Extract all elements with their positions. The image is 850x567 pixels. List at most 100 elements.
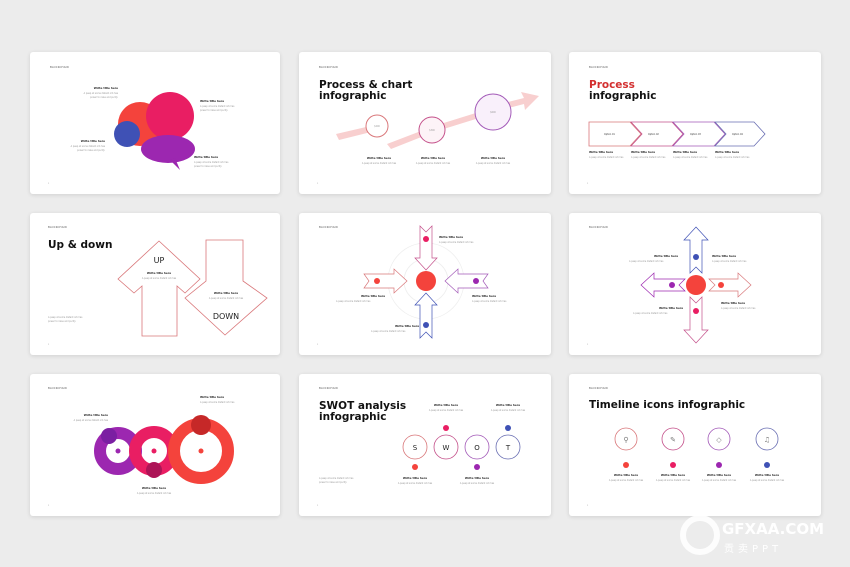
svg-text:BLOCKCHAIN: BLOCKCHAIN bbox=[589, 225, 608, 229]
slide-converge[interactable]: BLOCKCHAIN Write title here A peep at som… bbox=[299, 213, 551, 355]
watermark-logo: GFXAA.COM 贡卖PPT bbox=[680, 515, 824, 555]
slide-title: Timeline icons infographic bbox=[589, 399, 745, 411]
svg-text:A peep at some distant orb has: A peep at some distant orb has bbox=[633, 312, 668, 315]
svg-text:A peep at some distant orb has: A peep at some distant orb has bbox=[200, 401, 235, 404]
svg-text:BLOCKCHAIN: BLOCKCHAIN bbox=[589, 65, 608, 69]
option-4: Option 04 bbox=[732, 133, 743, 136]
svg-text:Write title here: Write title here bbox=[403, 476, 427, 480]
heading-3: Write title here bbox=[200, 99, 224, 103]
slide-cycle[interactable]: BLOCKCHAIN Write title here A peep at som… bbox=[30, 374, 280, 516]
svg-text:A peep at some distant orb has: A peep at some distant orb has bbox=[362, 162, 397, 165]
svg-text:A peep at some distant orb has: A peep at some distant orb has bbox=[609, 479, 644, 482]
svg-text:Write title here: Write title here bbox=[395, 324, 419, 328]
svg-text:A peep at some distant orb has: A peep at some distant orb has bbox=[48, 316, 83, 319]
converge-infographic: BLOCKCHAIN Write title here A peep at som… bbox=[317, 225, 507, 346]
svg-text:GFXAA.COM: GFXAA.COM bbox=[722, 520, 824, 538]
up-down-infographic: BLOCKCHAIN Up & down UP Write title here… bbox=[48, 225, 268, 346]
svg-text:BLOCKCHAIN: BLOCKCHAIN bbox=[319, 225, 338, 229]
slide-up-down[interactable]: BLOCKCHAIN Up & down UP Write title here… bbox=[30, 213, 280, 355]
value-label: $200 bbox=[374, 125, 380, 128]
svg-text:1: 1 bbox=[587, 183, 589, 185]
slide-title: SWOT analysis bbox=[319, 400, 406, 412]
option-2: Option 02 bbox=[648, 133, 659, 136]
svg-text:BLOCKCHAIN: BLOCKCHAIN bbox=[48, 386, 67, 390]
svg-text:BLOCKCHAIN: BLOCKCHAIN bbox=[589, 386, 608, 390]
svg-text:Write title here: Write title here bbox=[721, 301, 745, 305]
svg-text:Write title here: Write title here bbox=[142, 486, 166, 490]
pencil-icon bbox=[191, 415, 211, 435]
brain-lobe-purple bbox=[141, 135, 195, 163]
svg-text:贡卖PPT: 贡卖PPT bbox=[724, 543, 782, 555]
slide-title: Process & chart bbox=[319, 79, 412, 91]
svg-text:Write title here: Write title here bbox=[84, 413, 108, 417]
svg-text:A peep at some distant orb has: A peep at some distant orb has bbox=[84, 92, 119, 95]
svg-text:BLOCKCHAIN: BLOCKCHAIN bbox=[48, 225, 67, 229]
slide-process-chart[interactable]: BLOCKCHAIN Process & chart infographic $… bbox=[299, 52, 551, 194]
svg-text:A peep at some distant orb has: A peep at some distant orb has bbox=[416, 162, 451, 165]
slide-title: Up & down bbox=[48, 239, 112, 251]
svg-text:Write title here: Write title here bbox=[200, 395, 224, 399]
svg-text:Write title here: Write title here bbox=[367, 156, 391, 160]
brain-lobe-pink bbox=[146, 92, 194, 140]
slide-timeline[interactable]: BLOCKCHAIN Timeline icons infographic ⚲ ✎… bbox=[569, 374, 821, 516]
svg-text:A peep at some distant orb has: A peep at some distant orb has bbox=[491, 409, 526, 412]
svg-text:A peep at some distant orb has: A peep at some distant orb has bbox=[398, 482, 433, 485]
svg-text:power to raise and purify.: power to raise and purify. bbox=[90, 96, 118, 99]
swot-t: T bbox=[505, 444, 511, 452]
svg-text:Write title here: Write title here bbox=[481, 156, 505, 160]
svg-text:⚲: ⚲ bbox=[623, 436, 628, 444]
svg-text:A peep at some distant orb has: A peep at some distant orb has bbox=[702, 479, 737, 482]
svg-text:Write title here: Write title here bbox=[434, 403, 458, 407]
svg-text:A peep at some distant orb has: A peep at some distant orb has bbox=[750, 479, 785, 482]
svg-text:A peep at some distant orb has: A peep at some distant orb has bbox=[631, 156, 666, 159]
slide-process[interactable]: BLOCKCHAIN Process infographic Option 01… bbox=[569, 52, 821, 194]
heading-4: Write title here bbox=[194, 155, 218, 159]
slide-diverge[interactable]: BLOCKCHAIN Write title here A peep at som… bbox=[569, 213, 821, 355]
svg-text:Write title here: Write title here bbox=[421, 156, 445, 160]
lungs-icon bbox=[614, 427, 638, 451]
svg-text:infographic: infographic bbox=[319, 90, 386, 102]
swot-infographic: BLOCKCHAIN SWOT analysis infographic S W… bbox=[317, 386, 526, 507]
svg-text:Write title here: Write title here bbox=[707, 473, 731, 477]
svg-text:A peep at some distant orb has: A peep at some distant orb has bbox=[472, 300, 507, 303]
svg-text:Write title here: Write title here bbox=[472, 294, 496, 298]
svg-text:1: 1 bbox=[587, 344, 589, 346]
process-chart-infographic: BLOCKCHAIN Process & chart infographic $… bbox=[317, 65, 539, 185]
swot-s: S bbox=[413, 444, 418, 452]
slide-brain[interactable]: BLOCKCHAIN Write title here A peep at so… bbox=[30, 52, 280, 194]
svg-text:A peep at some distant orb has: A peep at some distant orb has bbox=[74, 419, 109, 422]
svg-text:A peep at some distant orb has: A peep at some distant orb has bbox=[712, 260, 747, 263]
cycle-infographic: BLOCKCHAIN Write title here A peep at som… bbox=[48, 386, 235, 507]
svg-text:✎: ✎ bbox=[670, 436, 676, 444]
svg-text:UP: UP bbox=[154, 256, 165, 265]
bell-icon bbox=[755, 427, 779, 451]
svg-text:Write title here: Write title here bbox=[661, 473, 685, 477]
svg-text:Write title here: Write title here bbox=[755, 473, 779, 477]
svg-text:1: 1 bbox=[317, 344, 319, 346]
diverge-infographic: BLOCKCHAIN Write title here A peep at som… bbox=[587, 225, 756, 346]
svg-text:1: 1 bbox=[317, 505, 319, 507]
option-3: Option 03 bbox=[690, 133, 701, 136]
svg-text:A peep at some distant orb has: A peep at some distant orb has bbox=[721, 307, 756, 310]
lungs-icon bbox=[686, 275, 706, 295]
svg-text:♫: ♫ bbox=[764, 436, 770, 444]
diamond-icon bbox=[416, 271, 436, 291]
svg-text:1: 1 bbox=[317, 183, 319, 185]
svg-text:Write title here: Write title here bbox=[465, 476, 489, 480]
svg-text:power to raise and purify.: power to raise and purify. bbox=[77, 149, 105, 152]
svg-text:Write title here: Write title here bbox=[715, 150, 739, 154]
svg-text:A peep at some distant orb has: A peep at some distant orb has bbox=[142, 277, 177, 280]
svg-text:A peep at some distant orb has: A peep at some distant orb has bbox=[715, 156, 750, 159]
svg-text:Write title here: Write title here bbox=[631, 150, 655, 154]
timeline-infographic: BLOCKCHAIN Timeline icons infographic ⚲ ✎… bbox=[587, 386, 785, 507]
down-arrow bbox=[184, 239, 268, 336]
swot-w: W bbox=[443, 444, 450, 452]
svg-text:A peep at some distant orb has: A peep at some distant orb has bbox=[656, 479, 691, 482]
slide-swot[interactable]: BLOCKCHAIN SWOT analysis infographic S W… bbox=[299, 374, 551, 516]
svg-text:A peep at some distant orb has: A peep at some distant orb has bbox=[200, 105, 235, 108]
svg-text:infographic: infographic bbox=[319, 411, 386, 423]
svg-text:A peep at some distant orb has: A peep at some distant orb has bbox=[589, 156, 624, 159]
svg-text:Write title here: Write title here bbox=[147, 271, 171, 275]
svg-text:A peep at some distant orb has: A peep at some distant orb has bbox=[629, 260, 664, 263]
svg-text:A peep at some distant orb has: A peep at some distant orb has bbox=[336, 300, 371, 303]
